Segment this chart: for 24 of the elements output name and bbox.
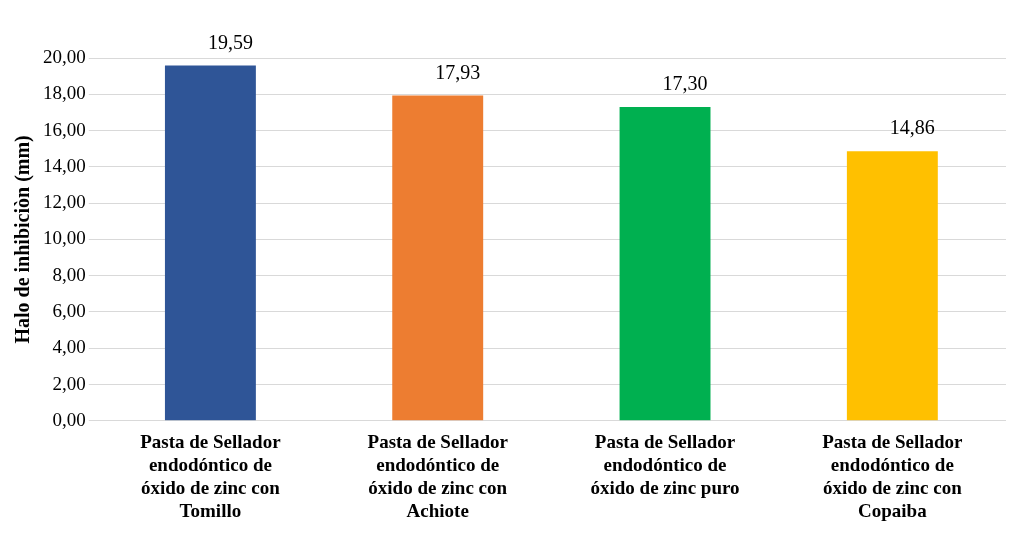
y-tick-label: 12,00: [43, 191, 86, 213]
y-tick-label: 4,00: [52, 336, 86, 358]
y-tick-label: 10,00: [43, 227, 86, 249]
y-tick-label: 16,00: [43, 118, 86, 140]
y-tick-label: 8,00: [52, 263, 86, 285]
x-tick-label: Pasta de Sellador endodóntico de óxido de zinc con Tomillo: [140, 431, 282, 521]
y-tick-label: 6,00: [52, 299, 86, 321]
bar: [846, 151, 938, 421]
x-tick-label: Pasta de Sellador endodóntico de óxido de zinc con Achiote: [367, 431, 509, 521]
data-label: 19,59: [207, 30, 253, 53]
y-tick-label: 18,00: [43, 82, 86, 104]
bar: [392, 95, 484, 421]
x-tick-label: Pasta de Sellador endodóntico de óxido de zinc con Copaiba: [822, 431, 964, 521]
data-label: 17,93: [435, 60, 481, 83]
y-tick-label: 0,00: [52, 408, 86, 430]
y-axis-title: Halo de inhibiciòn (mm): [11, 135, 35, 344]
data-label: 17,30: [662, 72, 708, 95]
bar: [164, 65, 256, 421]
x-tick-label: Pasta de Sellador endodóntico de óxido de zinc puro: [590, 431, 740, 498]
data-label: 14,86: [889, 116, 935, 139]
y-tick-label: 2,00: [52, 372, 86, 394]
y-tick-label: 14,00: [43, 154, 86, 176]
bar: [619, 106, 711, 421]
y-tick-label: 20,00: [43, 45, 86, 67]
